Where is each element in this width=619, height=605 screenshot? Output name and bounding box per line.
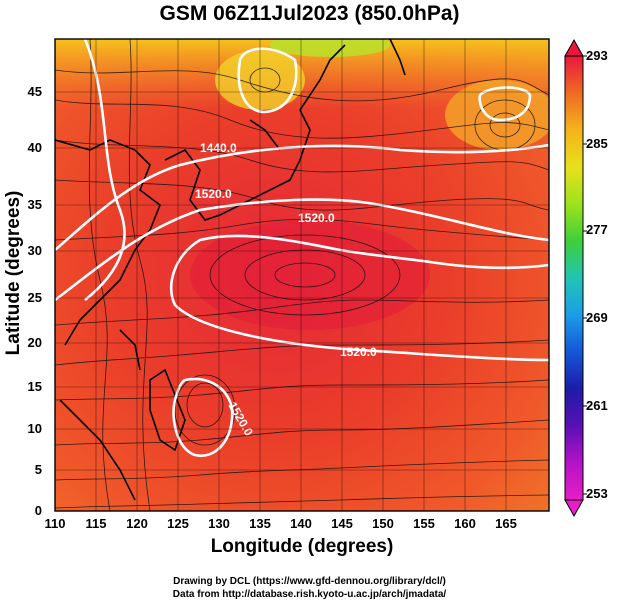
map-title: GSM 06Z11Jul2023 (850.0hPa): [159, 2, 460, 25]
warm-core: [190, 220, 430, 330]
x-tick: 120: [126, 516, 148, 531]
x-tick: 160: [454, 516, 476, 531]
y-tick: 25: [27, 290, 42, 305]
y-tick: 5: [34, 462, 42, 477]
colorbar-tick: 293: [586, 48, 608, 63]
contour-label-1520-c: 1520.0: [340, 345, 377, 359]
colorbar-body: [564, 55, 584, 501]
y-tick: 10: [27, 421, 42, 436]
y-tick: 30: [27, 243, 42, 258]
x-tick: 155: [413, 516, 435, 531]
x-tick: 110: [44, 516, 66, 531]
colorbar-tick: 253: [586, 486, 608, 501]
x-tick: 125: [167, 516, 189, 531]
credit-drawing: Drawing by DCL (https://www.gfd-dennou.o…: [173, 576, 446, 587]
x-tick: 140: [290, 516, 312, 531]
y-tick: 35: [27, 197, 42, 212]
x-tick: 135: [249, 516, 271, 531]
colorbar-tick: 269: [586, 310, 608, 325]
colorbar: [564, 38, 587, 518]
cool-area-green: [270, 39, 390, 57]
colorbar-tick: 285: [586, 136, 608, 151]
contour-label-1520-b: 1520.0: [298, 211, 335, 225]
y-tick: 15: [27, 379, 42, 394]
x-tick: 130: [208, 516, 230, 531]
y-tick: 45: [27, 84, 42, 99]
colorbar-top-arrow: [564, 38, 584, 57]
x-tick: 145: [331, 516, 353, 531]
colorbar-tick: 261: [586, 398, 608, 413]
colorbar-tick: 277: [586, 222, 608, 237]
credit-data: Data from http://database.rish.kyoto-u.a…: [172, 589, 447, 600]
x-axis-label: Longitude (degrees): [210, 536, 394, 557]
cool-area-ne: [445, 80, 549, 150]
contour-label-1520-a: 1520.0: [195, 187, 232, 201]
y-tick: 20: [27, 335, 42, 350]
x-tick: 165: [495, 516, 517, 531]
x-tick: 150: [372, 516, 394, 531]
x-tick: 115: [85, 516, 107, 531]
coastlines: [55, 39, 406, 501]
colorbar-bottom-arrow: [564, 499, 584, 518]
y-tick: 0: [34, 503, 42, 518]
y-tick: 40: [27, 140, 42, 155]
plot-frame: [54, 38, 550, 512]
lat-lon-grid: [55, 39, 549, 511]
